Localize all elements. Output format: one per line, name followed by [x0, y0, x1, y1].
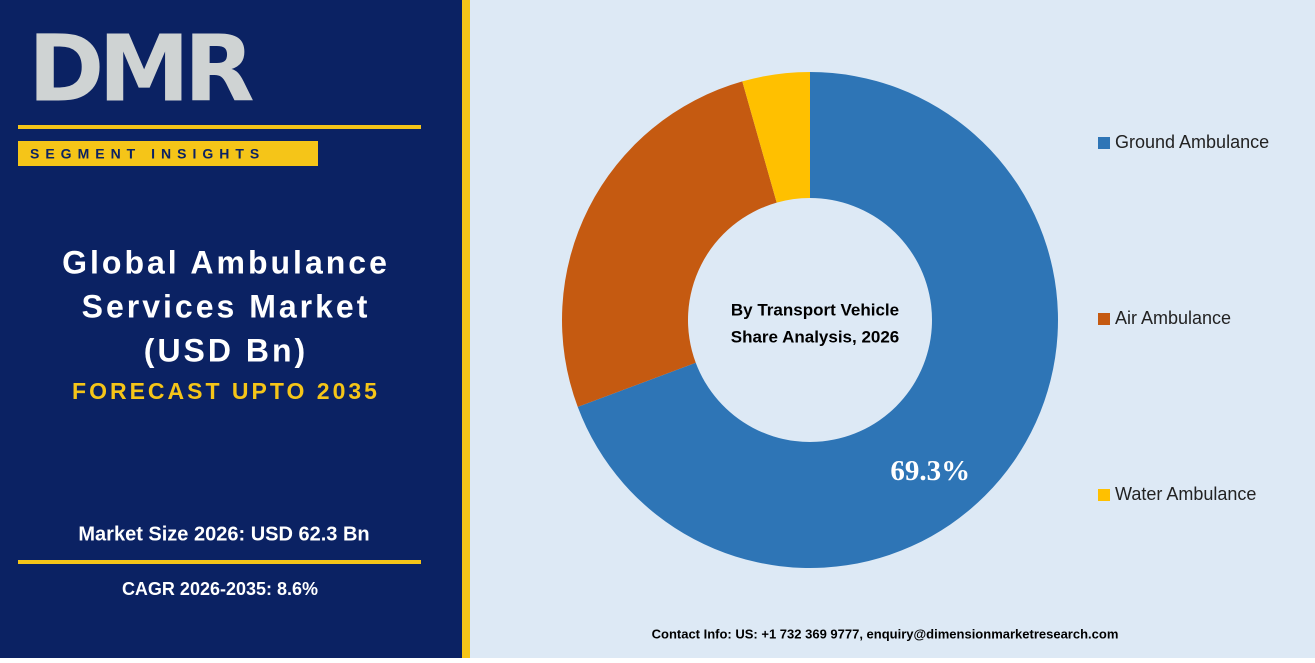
- badge-bg: [18, 141, 318, 166]
- cagr: CAGR 2026-2035: 8.6%: [122, 579, 318, 599]
- forecast: FORECAST UPTO 2035: [72, 378, 380, 404]
- center-label: By Transport Vehicle: [731, 300, 899, 319]
- divider: [462, 0, 470, 658]
- rule: [18, 125, 421, 129]
- logo: DMR: [28, 15, 253, 122]
- market-size: Market Size 2026: USD 62.3 Bn: [78, 523, 369, 545]
- title-line: (USD Bn): [144, 332, 308, 368]
- title-line: Global Ambulance: [62, 244, 390, 280]
- donut-slice: [577, 72, 1058, 568]
- contact: Contact Info: US: +1 732 369 9777, enqui…: [652, 626, 1119, 641]
- donut-slice: [562, 81, 777, 407]
- legend-label: Air Ambulance: [1115, 308, 1231, 328]
- center-label: Share Analysis, 2026: [731, 327, 900, 346]
- title-line: Services Market: [82, 288, 371, 324]
- badge: SEGMENT INSIGHTS: [30, 146, 265, 162]
- value-label: 69.3%: [890, 455, 970, 487]
- legend-swatch: [1098, 313, 1110, 325]
- legend-label: Water Ambulance: [1115, 484, 1256, 504]
- legend-swatch: [1098, 137, 1110, 149]
- rule: [18, 560, 421, 564]
- legend-label: Ground Ambulance: [1115, 132, 1269, 152]
- donut-slice: [742, 72, 810, 203]
- legend-swatch: [1098, 489, 1110, 501]
- left-panel: [0, 0, 462, 658]
